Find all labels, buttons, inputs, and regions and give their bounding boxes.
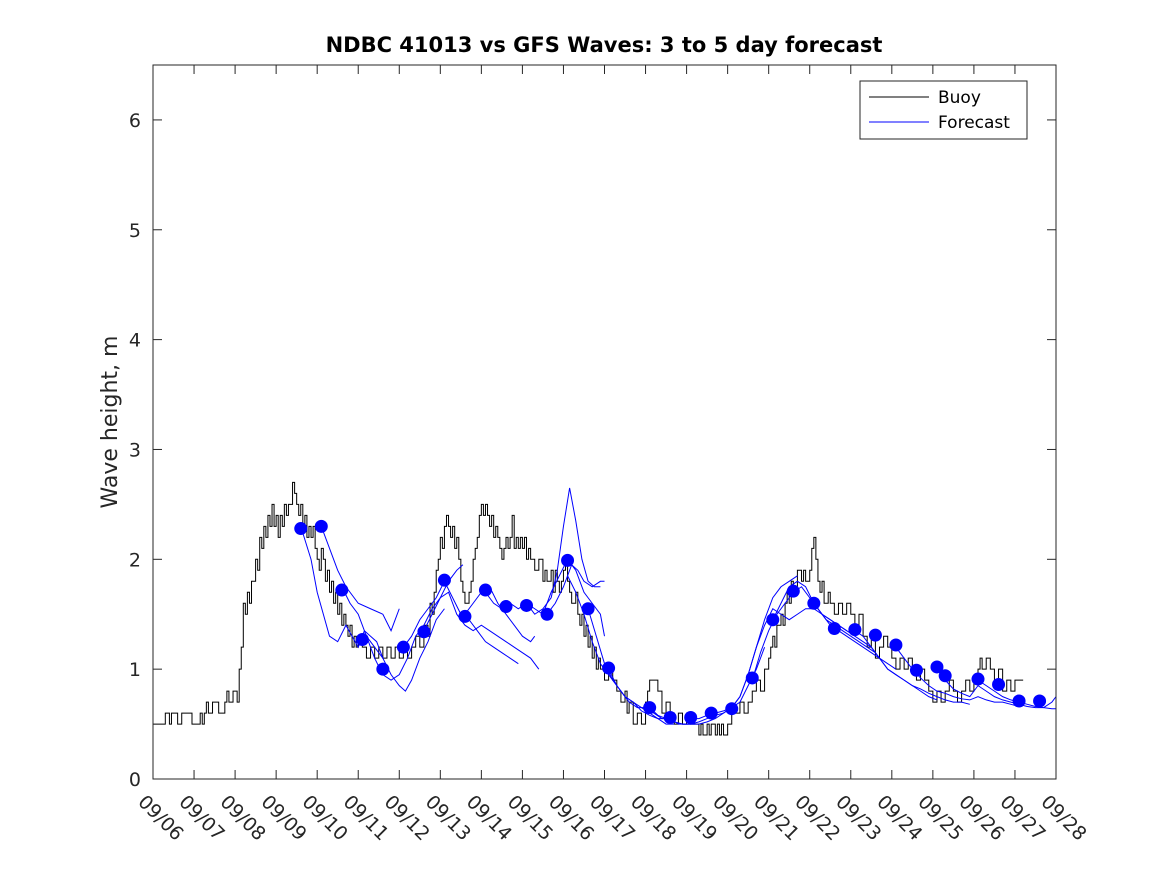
- y-tick-label-3: 3: [129, 439, 141, 461]
- chart-title: NDBC 41013 vs GFS Waves: 3 to 5 day fore…: [326, 33, 883, 57]
- legend-box: [859, 80, 1028, 140]
- forecast-marker-22: [745, 671, 759, 685]
- legend: Buoy Forecast: [859, 80, 1028, 140]
- data-layer: [153, 481, 1057, 736]
- y-tick-label-5: 5: [129, 220, 141, 242]
- forecast-marker-11: [499, 600, 513, 614]
- forecast-marker-21: [725, 702, 739, 716]
- forecast-marker-23: [766, 613, 780, 627]
- forecast-marker-4: [355, 633, 369, 646]
- forecast-marker-26: [827, 622, 841, 636]
- forecast-marker-5: [376, 662, 390, 676]
- forecast-marker-32: [938, 669, 952, 683]
- y-tick-label-1: 1: [129, 659, 141, 681]
- forecast-line-6: [423, 591, 540, 670]
- forecast-marker-9: [458, 609, 472, 623]
- forecast-marker-17: [643, 701, 657, 715]
- forecast-marker-35: [1012, 694, 1026, 708]
- y-tick-label-4: 4: [129, 330, 141, 352]
- legend-buoy-label: Buoy: [938, 88, 981, 108]
- forecast-marker-25: [807, 596, 821, 610]
- forecast-marker-33: [971, 672, 985, 686]
- y-tick-label-2: 2: [129, 549, 141, 571]
- forecast-marker-31: [930, 660, 944, 674]
- forecast-marker-29: [889, 638, 903, 652]
- forecast-line-2: [320, 526, 400, 632]
- forecast-marker-34: [992, 678, 1006, 692]
- forecast-marker-6: [396, 640, 410, 654]
- forecast-line-20: [854, 630, 970, 705]
- y-tick-label-6: 6: [129, 110, 141, 132]
- forecast-marker-7: [417, 625, 431, 639]
- forecast-marker-30: [909, 663, 923, 677]
- forecast-marker-2: [314, 519, 328, 533]
- forecast-marker-16: [602, 661, 616, 675]
- forecast-marker-10: [478, 583, 492, 597]
- forecast-line-22: [936, 668, 1056, 710]
- forecast-marker-36: [1033, 694, 1047, 708]
- forecast-line-1: [300, 526, 384, 659]
- forecast-marker-27: [848, 623, 862, 637]
- forecast-line-10: [546, 563, 605, 615]
- forecast-marker-3: [335, 583, 349, 597]
- forecast-marker-18: [663, 710, 677, 724]
- y-tick-label-0: 0: [129, 769, 141, 791]
- forecast-marker-20: [704, 706, 718, 720]
- forecast-marker-1: [294, 522, 308, 536]
- forecast-marker-19: [684, 710, 698, 724]
- forecast-marker-24: [786, 584, 800, 598]
- y-axis-label: Wave height, m: [98, 336, 123, 509]
- forecast-marker-15: [581, 602, 595, 616]
- forecast-marker-8: [437, 573, 451, 587]
- forecast-marker-14: [561, 553, 575, 567]
- forecast-marker-12: [520, 598, 534, 612]
- forecast-marker-28: [868, 628, 882, 642]
- legend-forecast-label: Forecast: [938, 113, 1010, 133]
- forecast-marker-13: [540, 607, 554, 621]
- buoy-series-line: [153, 481, 1024, 736]
- forecast-line-3: [341, 586, 445, 692]
